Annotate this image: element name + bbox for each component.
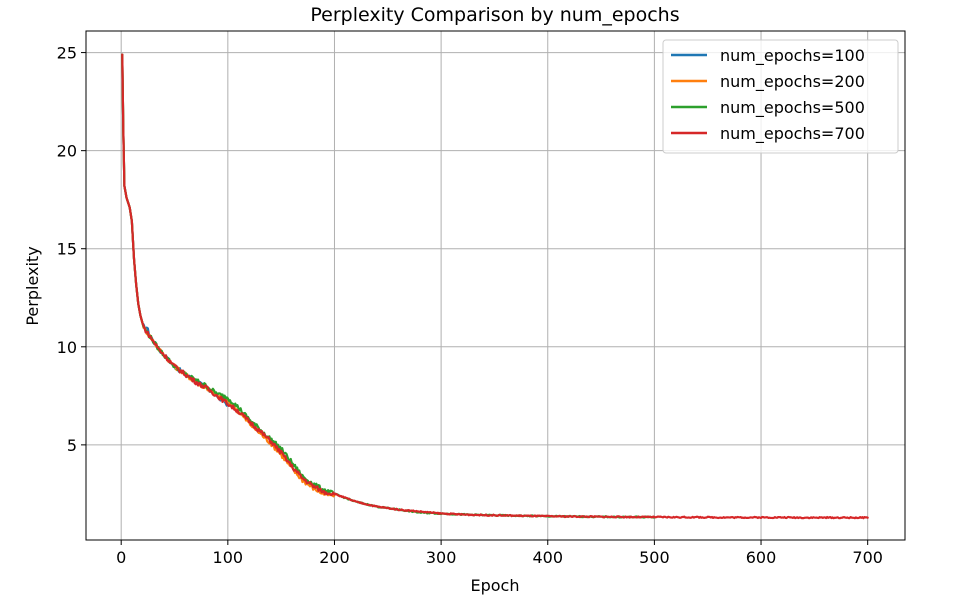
- plot-frame: [85, 30, 906, 541]
- y-tick-label: 15: [57, 240, 77, 259]
- series-line-num-epochs-700: [121, 53, 869, 520]
- legend-box: [662, 39, 899, 154]
- x-tick-label: 100: [213, 548, 244, 567]
- y-tick-label: 10: [57, 338, 77, 357]
- y-axis-label: Perplexity: [23, 246, 42, 325]
- y-tick-label: 25: [57, 44, 77, 63]
- legend-label: num_epochs=500: [720, 98, 865, 118]
- legend-label: num_epochs=200: [720, 72, 865, 92]
- y-tick-label: 20: [57, 142, 77, 161]
- plot-series: [121, 53, 869, 520]
- x-tick-label: 400: [532, 548, 563, 567]
- chart-title: Perplexity Comparison by num_epochs: [310, 4, 679, 26]
- x-tick-label: 200: [319, 548, 350, 567]
- legend-label: num_epochs=700: [720, 124, 865, 144]
- y-tick-label: 5: [67, 436, 77, 455]
- x-axis-label: Epoch: [471, 576, 520, 595]
- axis-ticks: 0 100 200 300 400 500 600 700 5 10 15 20 25: [57, 44, 883, 567]
- x-tick-label: 300: [426, 548, 457, 567]
- x-tick-label: 700: [852, 548, 883, 567]
- x-tick-label: 600: [746, 548, 777, 567]
- legend: num_epochs=100 num_epochs=200 num_epochs=5…: [662, 39, 899, 154]
- x-tick-label: 0: [116, 548, 126, 567]
- x-tick-label: 500: [639, 548, 670, 567]
- legend-label: num_epochs=100: [720, 46, 865, 66]
